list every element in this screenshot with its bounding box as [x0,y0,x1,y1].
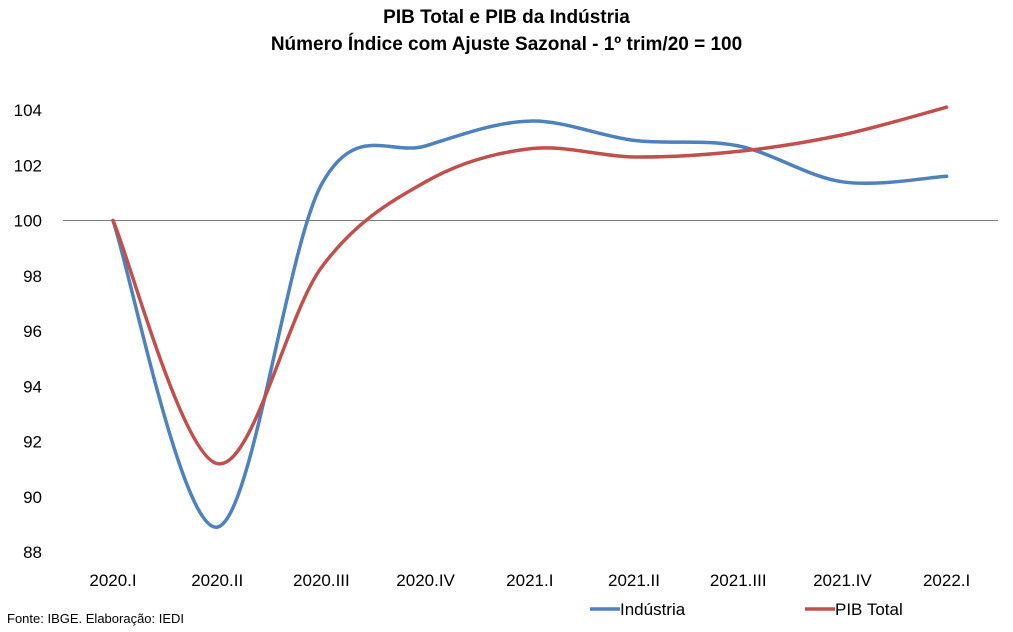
y-tick-label: 90 [23,488,42,507]
x-tick-label: 2021.IV [813,571,872,590]
y-tick-label: 102 [14,156,42,175]
y-tick-label: 94 [23,377,42,396]
y-tick-label: 96 [23,322,42,341]
y-tick-label: 88 [23,543,42,562]
source-note: Fonte: IBGE. Elaboração: IEDI [7,611,185,626]
x-tick-label: 2022.I [923,571,970,590]
series-line-ind-stria [111,119,949,529]
y-tick-label: 92 [23,433,42,452]
series-line-pib-total [111,105,949,466]
legend-label-pib-total: PIB Total [835,600,903,619]
chart-title: PIB Total e PIB da Indústria [383,7,630,28]
x-tick-label: 2021.I [506,571,553,590]
legend-label-ind-stria: Indústria [620,600,686,619]
y-tick-label: 100 [14,212,42,231]
x-tick-label: 2020.I [89,571,136,590]
y-tick-label: 104 [14,101,42,120]
x-tick-label: 2021.III [710,571,767,590]
x-tick-label: 2021.II [608,571,660,590]
x-tick-label: 2020.III [293,571,350,590]
x-tick-label: 2020.II [191,571,243,590]
x-tick-label: 2020.IV [396,571,455,590]
chart-subtitle: Número Índice com Ajuste Sazonal - 1º tr… [270,34,743,55]
y-tick-label: 98 [23,267,42,286]
